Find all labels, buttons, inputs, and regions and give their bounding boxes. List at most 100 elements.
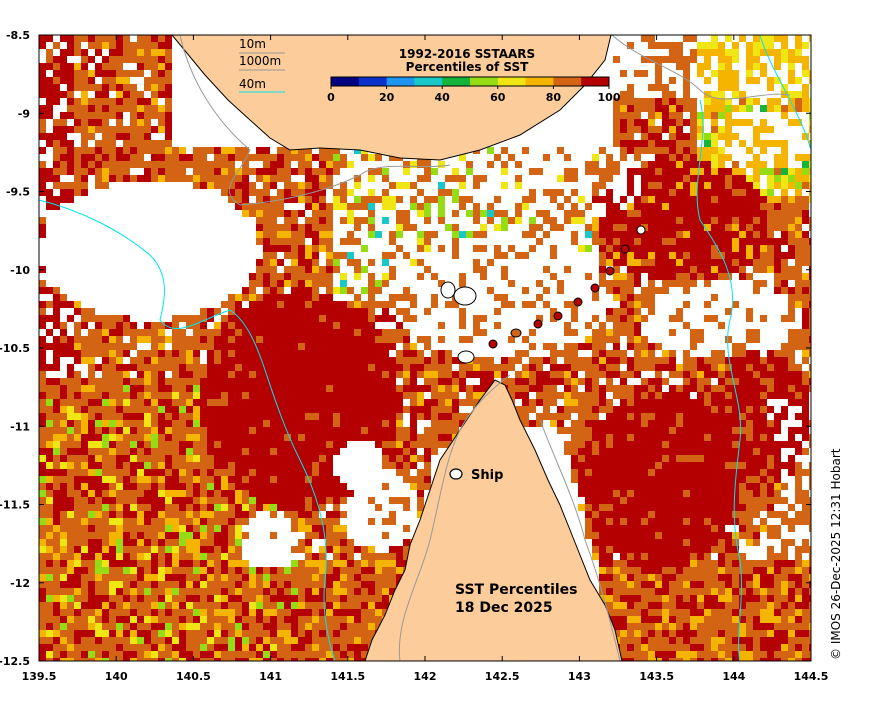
sst-pixel: [648, 273, 655, 280]
sst-pixel: [620, 560, 627, 567]
sst-pixel: [648, 378, 655, 385]
sst-pixel: [256, 441, 263, 448]
sst-pixel: [319, 553, 326, 560]
sst-pixel: [165, 385, 172, 392]
sst-pixel: [340, 315, 347, 322]
sst-pixel: [592, 224, 599, 231]
sst-pixel: [585, 406, 592, 413]
sst-pixel: [431, 378, 438, 385]
sst-pixel: [319, 224, 326, 231]
sst-pixel: [445, 420, 452, 427]
sst-pixel: [235, 196, 242, 203]
sst-pixel: [662, 392, 669, 399]
sst-pixel: [382, 308, 389, 315]
sst-pixel: [116, 560, 123, 567]
sst-pixel: [648, 427, 655, 434]
sst-pixel: [200, 560, 207, 567]
sst-pixel: [620, 154, 627, 161]
sst-pixel: [676, 175, 683, 182]
sst-pixel: [228, 546, 235, 553]
sst-pixel: [655, 546, 662, 553]
sst-pixel: [760, 63, 767, 70]
sst-pixel: [270, 315, 277, 322]
sst-pixel: [459, 315, 466, 322]
sst-pixel: [319, 455, 326, 462]
sst-pixel: [774, 413, 781, 420]
sst-pixel: [39, 168, 46, 175]
sst-pixel: [361, 434, 368, 441]
sst-pixel: [410, 364, 417, 371]
sst-pixel: [494, 154, 501, 161]
sst-pixel: [683, 63, 690, 70]
sst-pixel: [123, 483, 130, 490]
sst-pixel: [270, 252, 277, 259]
sst-pixel: [109, 469, 116, 476]
sst-pixel: [165, 77, 172, 84]
sst-pixel: [760, 217, 767, 224]
sst-pixel: [585, 455, 592, 462]
sst-pixel: [81, 567, 88, 574]
sst-pixel: [228, 434, 235, 441]
sst-pixel: [298, 196, 305, 203]
sst-pixel: [571, 392, 578, 399]
sst-pixel: [410, 399, 417, 406]
sst-pixel: [242, 497, 249, 504]
sst-pixel: [389, 301, 396, 308]
sst-pixel: [368, 427, 375, 434]
sst-pixel: [123, 441, 130, 448]
sst-pixel: [718, 84, 725, 91]
sst-pixel: [781, 35, 788, 42]
sst-pixel: [417, 175, 424, 182]
sst-pixel: [130, 154, 137, 161]
sst-pixel: [592, 490, 599, 497]
sst-pixel: [732, 56, 739, 63]
sst-pixel: [459, 175, 466, 182]
sst-pixel: [774, 77, 781, 84]
sst-pixel: [676, 210, 683, 217]
sst-pixel: [396, 308, 403, 315]
sst-pixel: [515, 392, 522, 399]
sst-pixel: [39, 308, 46, 315]
sst-pixel: [599, 238, 606, 245]
sst-pixel: [389, 455, 396, 462]
sst-pixel: [711, 455, 718, 462]
sst-pixel: [130, 413, 137, 420]
sst-pixel: [319, 238, 326, 245]
sst-pixel: [200, 469, 207, 476]
sst-pixel: [123, 497, 130, 504]
sst-pixel: [389, 364, 396, 371]
sst-pixel: [165, 476, 172, 483]
sst-pixel: [109, 560, 116, 567]
sst-pixel: [305, 224, 312, 231]
sst-pixel: [767, 469, 774, 476]
sst-pixel: [326, 371, 333, 378]
sst-pixel: [102, 469, 109, 476]
sst-pixel: [704, 231, 711, 238]
sst-pixel: [648, 434, 655, 441]
sst-pixel: [235, 406, 242, 413]
sst-pixel: [536, 399, 543, 406]
sst-pixel: [270, 343, 277, 350]
sst-pixel: [228, 343, 235, 350]
sst-pixel: [249, 497, 256, 504]
sst-pixel: [669, 112, 676, 119]
sst-pixel: [704, 140, 711, 147]
sst-pixel: [753, 168, 760, 175]
sst-pixel: [116, 483, 123, 490]
sst-pixel: [613, 133, 620, 140]
sst-pixel: [382, 189, 389, 196]
sst-pixel: [130, 70, 137, 77]
sst-pixel: [578, 343, 585, 350]
sst-pixel: [249, 476, 256, 483]
sst-pixel: [95, 567, 102, 574]
sst-pixel: [718, 406, 725, 413]
sst-pixel: [53, 343, 60, 350]
sst-pixel: [641, 553, 648, 560]
sst-pixel: [291, 329, 298, 336]
sst-pixel: [403, 161, 410, 168]
sst-pixel: [88, 455, 95, 462]
sst-pixel: [151, 539, 158, 546]
sst-pixel: [655, 161, 662, 168]
sst-pixel: [207, 161, 214, 168]
sst-pixel: [319, 560, 326, 567]
